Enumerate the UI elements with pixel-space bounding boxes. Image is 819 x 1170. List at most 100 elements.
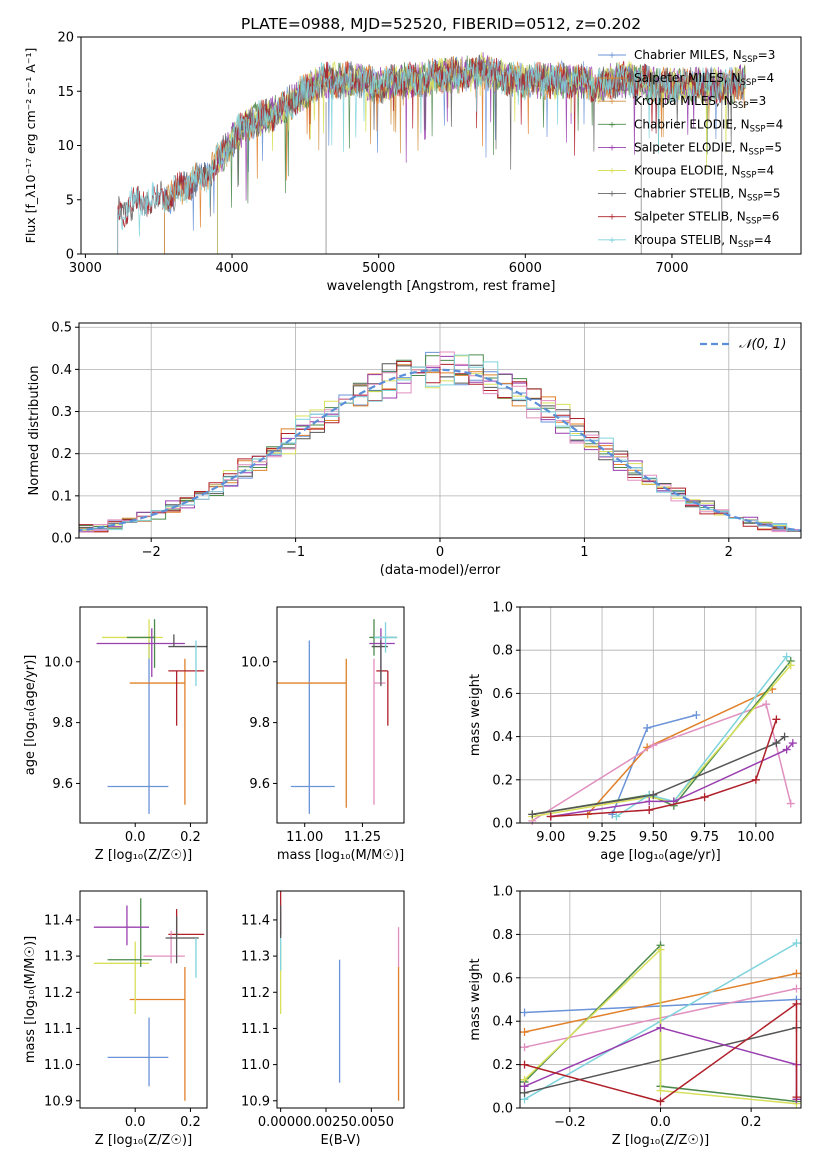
legend-marker: +: [608, 97, 616, 107]
legend-marker: +: [608, 120, 616, 130]
weight-marker: [792, 939, 801, 948]
legend-label: Salpeter ELODIE, NSSP=5: [634, 140, 782, 157]
weight-marker: [656, 1086, 665, 1095]
spectrum-legend: + Chabrier MILES, NSSP=3+ Salpeter MILES, …: [598, 48, 783, 250]
weight-marker: [788, 739, 797, 748]
axes-frame: [276, 606, 405, 824]
y-axis-label: mass weight: [468, 958, 483, 1040]
weight-marker: [649, 790, 658, 799]
weight-line: [531, 703, 792, 822]
x-tick-label: −0.2: [554, 1115, 586, 1130]
y-tick-label: 11.1: [44, 1022, 73, 1037]
weight-marker: [612, 812, 621, 821]
mass-vs-EBV-panel: 0.0000 0.0025 0.0050 10.9 11.0 11.1 11.2 11.3 11…: [241, 890, 405, 1148]
weight-line: [532, 736, 786, 816]
y-tick-label: 10.0: [44, 655, 73, 670]
x-axis-label: Z [log₁₀(Z/Z☉)]: [95, 848, 192, 863]
y-tick-label: 11.2: [44, 986, 73, 1001]
y-axis-label: mass weight: [468, 674, 483, 756]
legend-marker: +: [608, 143, 616, 153]
legend-label-sub: SSP: [738, 240, 754, 250]
x-tick-label: 9.75: [690, 830, 719, 845]
legend-label-text: Salpeter STELIB, N: [634, 210, 746, 224]
spectrum-lines: [117, 52, 746, 254]
mass-vs-Z-panel: 0.0 0.2 10.9 11.0 11.1 11.2 11.3 11.4 Z [log₁₀(Z…: [23, 890, 208, 1148]
legend-label-sub: SSP: [750, 124, 766, 134]
legend-label-text: Salpeter MILES, N: [634, 71, 741, 85]
y-axis-label: Flux [f_λ10⁻¹⁷ erg cm⁻² s⁻¹ A⁻¹]: [23, 48, 38, 244]
y-tick-label: 15: [57, 85, 74, 100]
axes-frame: [519, 606, 802, 824]
y-tick-label: 0.4: [51, 363, 72, 378]
x-tick-label: 0.2: [741, 1115, 762, 1130]
legend-label-value: =4: [756, 71, 774, 85]
legend-label-value: =3: [758, 48, 776, 62]
x-tick-label: 6000: [509, 261, 542, 276]
weight-marker: [772, 715, 781, 724]
y-tick-label: 0.0: [492, 817, 513, 832]
legend-marker: +: [608, 236, 616, 246]
y-tick-label: 11.4: [44, 913, 73, 928]
y-tick-label: 11.4: [241, 913, 270, 928]
weight-marker: [780, 732, 789, 741]
y-tick-label: 0.0: [51, 532, 72, 547]
y-tick-label: 1.0: [492, 885, 513, 900]
x-axis-label: age [log₁₀(age/yr)]: [600, 848, 721, 863]
legend-label-text: Chabrier MILES, N: [634, 48, 742, 62]
legend-label-value: =4: [756, 164, 774, 178]
legend-label-sub: SSP: [733, 101, 749, 111]
legend-label: Salpeter MILES, NSSP=4: [634, 71, 774, 88]
y-tick-label: 0.0: [492, 1102, 513, 1117]
x-tick-label: 0.0: [125, 830, 146, 845]
legend-label-text: Chabrier STELIB, N: [634, 187, 747, 201]
weight-marker: [656, 945, 665, 954]
legend-label-sub: SSP: [742, 55, 758, 65]
weight-line: [523, 947, 797, 1105]
x-tick-label: 0: [436, 545, 444, 560]
weight-marker: [782, 652, 791, 661]
legend-label-sub: SSP: [748, 147, 764, 157]
x-axis-label: mass [log₁₀(M/M☉)]: [277, 848, 404, 863]
y-tick-label: 10.0: [241, 655, 270, 670]
axes-frame: [276, 890, 405, 1109]
y-tick-label: 11.0: [44, 1058, 73, 1073]
x-tick-label: 4000: [215, 261, 248, 276]
weight-marker: [782, 745, 791, 754]
weight-line: [524, 1002, 798, 1103]
spectrum-panel: 3000 4000 5000 6000 7000 0 5 10 15 20 wavelength […: [23, 15, 802, 294]
errorbar-points: [279, 891, 400, 1101]
weight-marker: [520, 1008, 529, 1017]
legend-label: Salpeter STELIB, NSSP=6: [634, 210, 779, 227]
weight-marker: [792, 984, 801, 993]
errorbar-point: [129, 966, 186, 1101]
x-tick-label: −1: [286, 545, 305, 560]
weight-line: [587, 688, 773, 815]
y-axis-label: Normed distribution: [27, 366, 42, 496]
y-tick-label: 10: [57, 139, 74, 154]
y-tick-label: 0.5: [51, 321, 72, 336]
y-tick-label: 0.8: [492, 928, 513, 943]
y-tick-label: 11.2: [241, 986, 270, 1001]
x-tick-label: 0.0025: [303, 1115, 349, 1130]
x-tick-label: 2: [725, 545, 733, 560]
errorbar-points: [96, 619, 207, 814]
age-vs-Z-panel: 0.0 0.2 9.6 9.8 10.0 Z [log₁₀(Z/Z☉)] age [log₁…: [23, 606, 208, 863]
x-tick-label: 5000: [362, 261, 395, 276]
weight-vs-Z-panel: −0.2 0.0 0.2 0.0 0.2 0.4 0.6 0.8 1.0 Z [log₁₀(Z/Z…: [468, 885, 802, 1148]
axes-frame: [79, 606, 208, 824]
y-tick-label: 0.6: [492, 687, 513, 702]
y-tick-label: 0.1: [51, 489, 72, 504]
errorbar-point: [373, 622, 398, 653]
errorbar-point: [277, 658, 347, 808]
legend-label: 𝒩(0, 1): [739, 337, 786, 352]
weight-marker: [700, 793, 709, 802]
legend-label-text: Kroupa STELIB, N: [634, 233, 738, 247]
x-tick-label: 1: [580, 545, 588, 560]
x-axis-label: wavelength [Angstrom, rest frame]: [327, 279, 556, 294]
x-tick-label: 11.00: [286, 830, 323, 845]
legend-marker: +: [608, 74, 616, 84]
y-tick-label: 0.2: [492, 773, 513, 788]
x-tick-label: 0.0: [650, 1115, 671, 1130]
y-tick-label: 0: [66, 248, 74, 263]
x-tick-label: 7000: [655, 261, 688, 276]
